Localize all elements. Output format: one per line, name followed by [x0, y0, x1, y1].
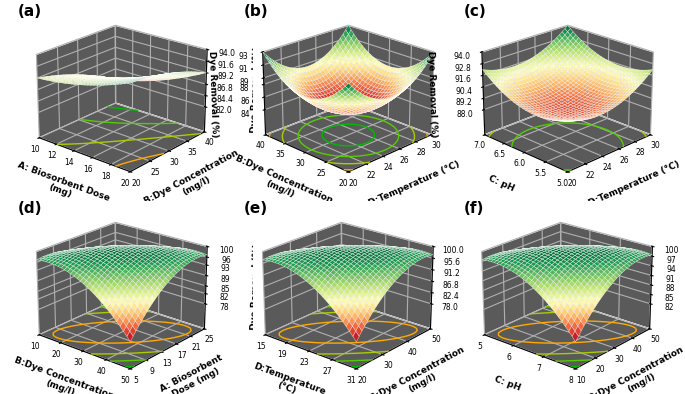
X-axis label: C: pH: C: pH	[493, 374, 521, 392]
X-axis label: B:Dye Concentration
(mg/l): B:Dye Concentration (mg/l)	[9, 356, 114, 394]
Text: (c): (c)	[463, 4, 486, 19]
Y-axis label: C: pH: C: pH	[487, 174, 516, 193]
Y-axis label: B:Dye Concentration
(mg/l): B:Dye Concentration (mg/l)	[369, 345, 471, 394]
Text: (a): (a)	[18, 4, 42, 19]
Y-axis label: B:Dye Concentration
(mg/l): B:Dye Concentration (mg/l)	[588, 345, 685, 394]
Text: (b): (b)	[244, 4, 269, 19]
X-axis label: D:Temperature (°C): D:Temperature (°C)	[587, 160, 681, 208]
X-axis label: D:Temperature
(°C): D:Temperature (°C)	[249, 361, 327, 394]
Y-axis label: B:Dye Concentration
(mg/l): B:Dye Concentration (mg/l)	[230, 154, 334, 214]
Y-axis label: B:Dye Concentration
(mg/l): B:Dye Concentration (mg/l)	[142, 148, 245, 215]
Text: (e): (e)	[244, 201, 269, 216]
Y-axis label: A: Biosorbent
Dose (mg): A: Biosorbent Dose (mg)	[158, 353, 229, 394]
Text: (f): (f)	[463, 201, 484, 216]
Text: (d): (d)	[18, 201, 42, 216]
X-axis label: A: Biosorbent Dose
(mg): A: Biosorbent Dose (mg)	[13, 160, 111, 213]
X-axis label: D:Temperature (°C): D:Temperature (°C)	[368, 160, 462, 208]
